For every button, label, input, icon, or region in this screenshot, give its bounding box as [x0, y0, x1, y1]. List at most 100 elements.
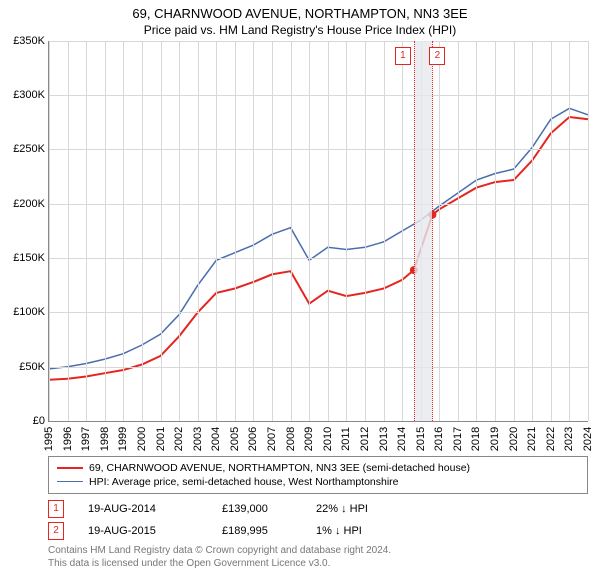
- data-row-table: 119-AUG-2014£139,00022% ↓ HPI219-AUG-201…: [48, 498, 588, 542]
- gridline-h: [49, 258, 588, 259]
- chart-title: 69, CHARNWOOD AVENUE, NORTHAMPTON, NN3 3…: [0, 0, 600, 23]
- footer-line-2: This data is licensed under the Open Gov…: [48, 557, 588, 570]
- data-row: 2 19-AUG-2015 £189,995 1% ↓ HPI: [48, 520, 588, 542]
- x-axis-label: 1996: [62, 427, 74, 451]
- x-axis-label: 2008: [285, 427, 297, 451]
- chart-plot-area: £0£50K£100K£150K£200K£250K£300K£350K1995…: [48, 41, 588, 422]
- y-axis-label: £350K: [1, 35, 45, 47]
- gridline-v: [514, 41, 515, 421]
- gridline-v: [588, 41, 589, 421]
- chart-container: 69, CHARNWOOD AVENUE, NORTHAMPTON, NN3 3…: [0, 0, 600, 560]
- x-axis-label: 2005: [229, 427, 241, 451]
- gridline-v: [476, 41, 477, 421]
- gridline-v: [105, 41, 106, 421]
- data-row-date: 19-AUG-2014: [88, 503, 198, 515]
- legend-label: HPI: Average price, semi-detached house,…: [89, 476, 399, 488]
- chart-svg: [49, 41, 588, 421]
- x-axis-label: 2002: [173, 427, 185, 451]
- x-axis-label: 1995: [43, 427, 55, 451]
- gridline-v: [86, 41, 87, 421]
- x-axis-label: 2018: [470, 427, 482, 451]
- gridline-v: [402, 41, 403, 421]
- y-axis-label: £200K: [1, 198, 45, 210]
- gridline-v: [532, 41, 533, 421]
- gridline-h: [49, 204, 588, 205]
- gridline-v: [142, 41, 143, 421]
- series-property: [49, 117, 588, 380]
- data-row-price: £139,000: [222, 503, 292, 515]
- gridline-v: [551, 41, 552, 421]
- y-axis-label: £100K: [1, 306, 45, 318]
- shaded-sale-region: [414, 41, 433, 421]
- legend-swatch: [57, 481, 83, 482]
- gridline-v: [569, 41, 570, 421]
- x-axis-label: 2003: [192, 427, 204, 451]
- x-axis-label: 2014: [396, 427, 408, 451]
- gridline-v: [346, 41, 347, 421]
- gridline-h: [49, 367, 588, 368]
- gridline-h: [49, 41, 588, 42]
- x-axis-label: 2001: [155, 427, 167, 451]
- x-axis-label: 2004: [210, 427, 222, 451]
- x-axis-label: 2011: [340, 427, 352, 451]
- data-row-hpi: 22% ↓ HPI: [316, 503, 396, 515]
- gridline-v: [123, 41, 124, 421]
- data-row: 119-AUG-2014£139,00022% ↓ HPI: [48, 498, 588, 520]
- series-hpi: [49, 108, 588, 369]
- sale-marker-label: 2: [429, 47, 445, 65]
- data-row-marker: 2: [48, 522, 64, 540]
- gridline-v: [384, 41, 385, 421]
- gridline-v: [216, 41, 217, 421]
- gridline-v: [253, 41, 254, 421]
- x-axis-label: 2017: [452, 427, 464, 451]
- gridline-v: [328, 41, 329, 421]
- legend-label: 69, CHARNWOOD AVENUE, NORTHAMPTON, NN3 3…: [89, 462, 470, 474]
- sale-vline: [432, 41, 433, 421]
- x-axis-label: 1997: [80, 427, 92, 451]
- x-axis-label: 2024: [582, 427, 594, 451]
- gridline-v: [198, 41, 199, 421]
- gridline-v: [272, 41, 273, 421]
- gridline-h: [49, 312, 588, 313]
- x-axis-label: 1998: [99, 427, 111, 451]
- y-axis-label: £50K: [1, 361, 45, 373]
- legend-item: 69, CHARNWOOD AVENUE, NORTHAMPTON, NN3 3…: [57, 461, 579, 475]
- sale-marker-label: 1: [395, 47, 411, 65]
- footer-text: Contains HM Land Registry data © Crown c…: [48, 544, 588, 570]
- y-axis-label: £250K: [1, 143, 45, 155]
- gridline-v: [495, 41, 496, 421]
- gridline-v: [179, 41, 180, 421]
- gridline-v: [68, 41, 69, 421]
- gridline-v: [458, 41, 459, 421]
- gridline-v: [235, 41, 236, 421]
- x-axis-label: 2016: [433, 427, 445, 451]
- gridline-h: [49, 95, 588, 96]
- x-axis-label: 2020: [508, 427, 520, 451]
- x-axis-label: 1999: [117, 427, 129, 451]
- x-axis-label: 2013: [378, 427, 390, 451]
- x-axis-label: 2012: [359, 427, 371, 451]
- x-axis-label: 2015: [415, 427, 427, 451]
- y-axis-label: £0: [1, 415, 45, 427]
- legend: 69, CHARNWOOD AVENUE, NORTHAMPTON, NN3 3…: [48, 456, 588, 494]
- gridline-v: [161, 41, 162, 421]
- legend-swatch: [57, 467, 83, 469]
- gridline-v: [291, 41, 292, 421]
- y-axis-label: £300K: [1, 89, 45, 101]
- sale-vline: [414, 41, 415, 421]
- gridline-v: [49, 41, 50, 421]
- gridline-h: [49, 149, 588, 150]
- x-axis-label: 2007: [266, 427, 278, 451]
- gridline-v: [309, 41, 310, 421]
- gridline-v: [365, 41, 366, 421]
- data-row-hpi: 1% ↓ HPI: [316, 525, 396, 537]
- x-axis-label: 2019: [489, 427, 501, 451]
- footer-line-1: Contains HM Land Registry data © Crown c…: [48, 544, 588, 557]
- data-row-date: 19-AUG-2015: [88, 525, 198, 537]
- y-axis-label: £150K: [1, 252, 45, 264]
- data-row-price: £189,995: [222, 525, 292, 537]
- x-axis-label: 2009: [303, 427, 315, 451]
- x-axis-label: 2021: [526, 427, 538, 451]
- legend-item: HPI: Average price, semi-detached house,…: [57, 475, 579, 489]
- x-axis-label: 2023: [563, 427, 575, 451]
